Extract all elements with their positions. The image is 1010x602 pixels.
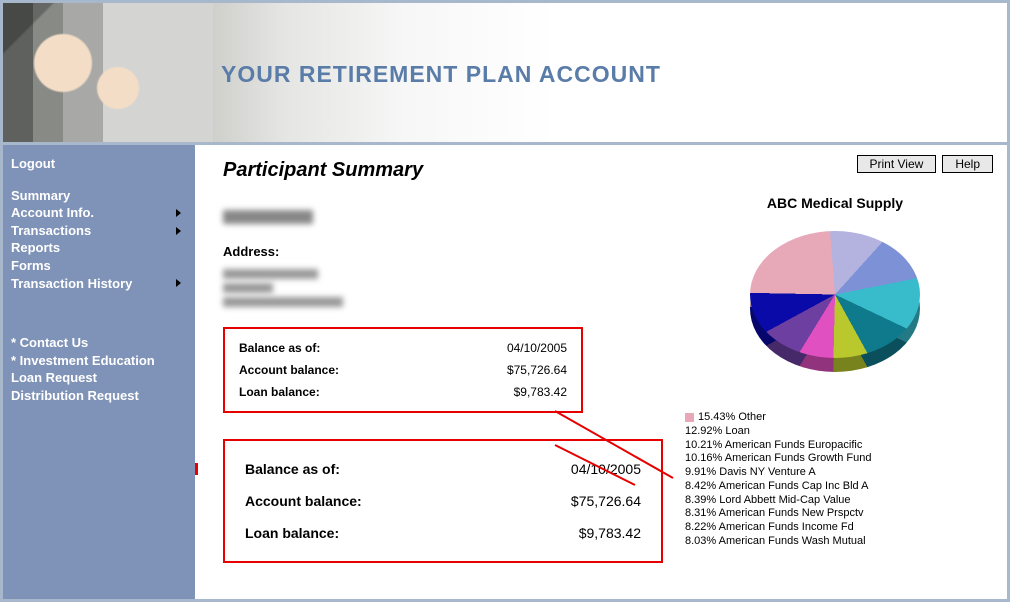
- callout-tick: [195, 463, 198, 475]
- sidebar-item-transactions[interactable]: Transactions: [11, 222, 187, 240]
- address-line-redacted: [223, 283, 273, 293]
- sidebar-item-label: Transaction History: [11, 276, 132, 292]
- legend-label: 8.42% American Funds Cap Inc Bld A: [685, 480, 868, 494]
- address-line-redacted: [223, 269, 318, 279]
- sidebar-item-summary[interactable]: Summary: [11, 187, 187, 205]
- sidebar-item-label: Summary: [11, 188, 70, 204]
- banner-title: YOUR RETIREMENT PLAN ACCOUNT: [221, 61, 661, 88]
- sidebar-item-reports[interactable]: Reports: [11, 239, 187, 257]
- sidebar-item-label: * Contact Us: [11, 335, 88, 351]
- chevron-right-icon: [176, 279, 181, 287]
- sidebar-item-label: Logout: [11, 156, 55, 172]
- legend-label: 12.92% Loan: [685, 425, 750, 439]
- loan-balance-label: Loan balance:: [239, 385, 320, 399]
- loan-balance-label: Loan balance:: [245, 525, 339, 541]
- sidebar: Logout SummaryAccount Info. TransactionsRe…: [3, 145, 195, 600]
- sidebar-item-label: * Investment Education: [11, 353, 155, 369]
- legend-item: 12.92% Loan: [685, 425, 985, 439]
- sidebar-item-label: Reports: [11, 240, 60, 256]
- balance-asof-value: 04/10/2005: [507, 341, 567, 355]
- chart-legend: 15.43% Other12.92% Loan10.21% American F…: [685, 411, 985, 549]
- banner: YOUR RETIREMENT PLAN ACCOUNT: [3, 3, 1007, 145]
- participant-name-redacted: [223, 210, 313, 224]
- legend-label: 10.16% American Funds Growth Fund: [685, 452, 871, 466]
- sidebar-item-forms[interactable]: Forms: [11, 257, 187, 275]
- legend-label: 8.22% American Funds Income Fd: [685, 521, 854, 535]
- sidebar-item-logout[interactable]: Logout: [11, 155, 187, 173]
- account-balance-label: Account balance:: [245, 493, 362, 509]
- sidebar-item-contact-us[interactable]: * Contact Us: [11, 334, 187, 352]
- loan-balance-value: $9,783.42: [579, 525, 641, 541]
- legend-item: 9.91% Davis NY Venture A: [685, 466, 985, 480]
- balance-box-small: Balance as of: 04/10/2005 Account balance…: [223, 327, 583, 413]
- main-content: Print View Help Participant Summary Addr…: [195, 145, 1007, 600]
- legend-item: 8.42% American Funds Cap Inc Bld A: [685, 480, 985, 494]
- sidebar-item-label: Distribution Request: [11, 388, 139, 404]
- sidebar-item-label: Forms: [11, 258, 51, 274]
- legend-item: 15.43% Other: [685, 411, 985, 425]
- legend-label: 8.31% American Funds New Prspctv: [685, 507, 864, 521]
- legend-item: 8.03% American Funds Wash Mutual: [685, 535, 985, 549]
- chart-area: ABC Medical Supply 15.43% Other12.92% Lo…: [685, 195, 985, 549]
- help-button[interactable]: Help: [942, 155, 993, 173]
- sidebar-item-investment-education[interactable]: * Investment Education: [11, 352, 187, 370]
- legend-item: 8.22% American Funds Income Fd: [685, 521, 985, 535]
- legend-item: 10.21% American Funds Europacific: [685, 439, 985, 453]
- sidebar-item-label: Account Info.: [11, 205, 94, 221]
- sidebar-item-label: Transactions: [11, 223, 91, 239]
- sidebar-item-loan-request[interactable]: Loan Request: [11, 369, 187, 387]
- sidebar-item-distribution-request[interactable]: Distribution Request: [11, 387, 187, 405]
- app-frame: YOUR RETIREMENT PLAN ACCOUNT Logout Summa…: [0, 0, 1010, 602]
- chart-title: ABC Medical Supply: [685, 195, 985, 211]
- print-view-button[interactable]: Print View: [857, 155, 937, 173]
- account-balance-value: $75,726.64: [571, 493, 641, 509]
- legend-item: 8.39% Lord Abbett Mid-Cap Value: [685, 494, 985, 508]
- account-balance-label: Account balance:: [239, 363, 339, 377]
- chevron-right-icon: [176, 227, 181, 235]
- sidebar-item-transaction-history[interactable]: Transaction History: [11, 275, 187, 293]
- top-buttons: Print View Help: [857, 155, 994, 173]
- account-balance-value: $75,726.64: [507, 363, 567, 377]
- legend-label: 8.03% American Funds Wash Mutual: [685, 535, 866, 549]
- legend-item: 10.16% American Funds Growth Fund: [685, 452, 985, 466]
- legend-label: 10.21% American Funds Europacific: [685, 439, 862, 453]
- balance-asof-label: Balance as of:: [239, 341, 320, 355]
- balance-box-large: Balance as of: 04/10/2005 Account balance…: [223, 439, 663, 563]
- balance-asof-label: Balance as of:: [245, 461, 340, 477]
- legend-label: 15.43% Other: [698, 411, 766, 425]
- legend-label: 8.39% Lord Abbett Mid-Cap Value: [685, 494, 851, 508]
- legend-label: 9.91% Davis NY Venture A: [685, 466, 816, 480]
- address-line-redacted: [223, 297, 343, 307]
- legend-swatch: [685, 413, 694, 422]
- body: Logout SummaryAccount Info. TransactionsRe…: [3, 145, 1007, 600]
- sidebar-item-account-info[interactable]: Account Info.: [11, 204, 187, 222]
- balance-asof-value: 04/10/2005: [571, 461, 641, 477]
- banner-photo: [3, 3, 213, 142]
- pie-chart: [730, 231, 940, 381]
- legend-item: 8.31% American Funds New Prspctv: [685, 507, 985, 521]
- loan-balance-value: $9,783.42: [514, 385, 567, 399]
- chevron-right-icon: [176, 209, 181, 217]
- sidebar-item-label: Loan Request: [11, 370, 97, 386]
